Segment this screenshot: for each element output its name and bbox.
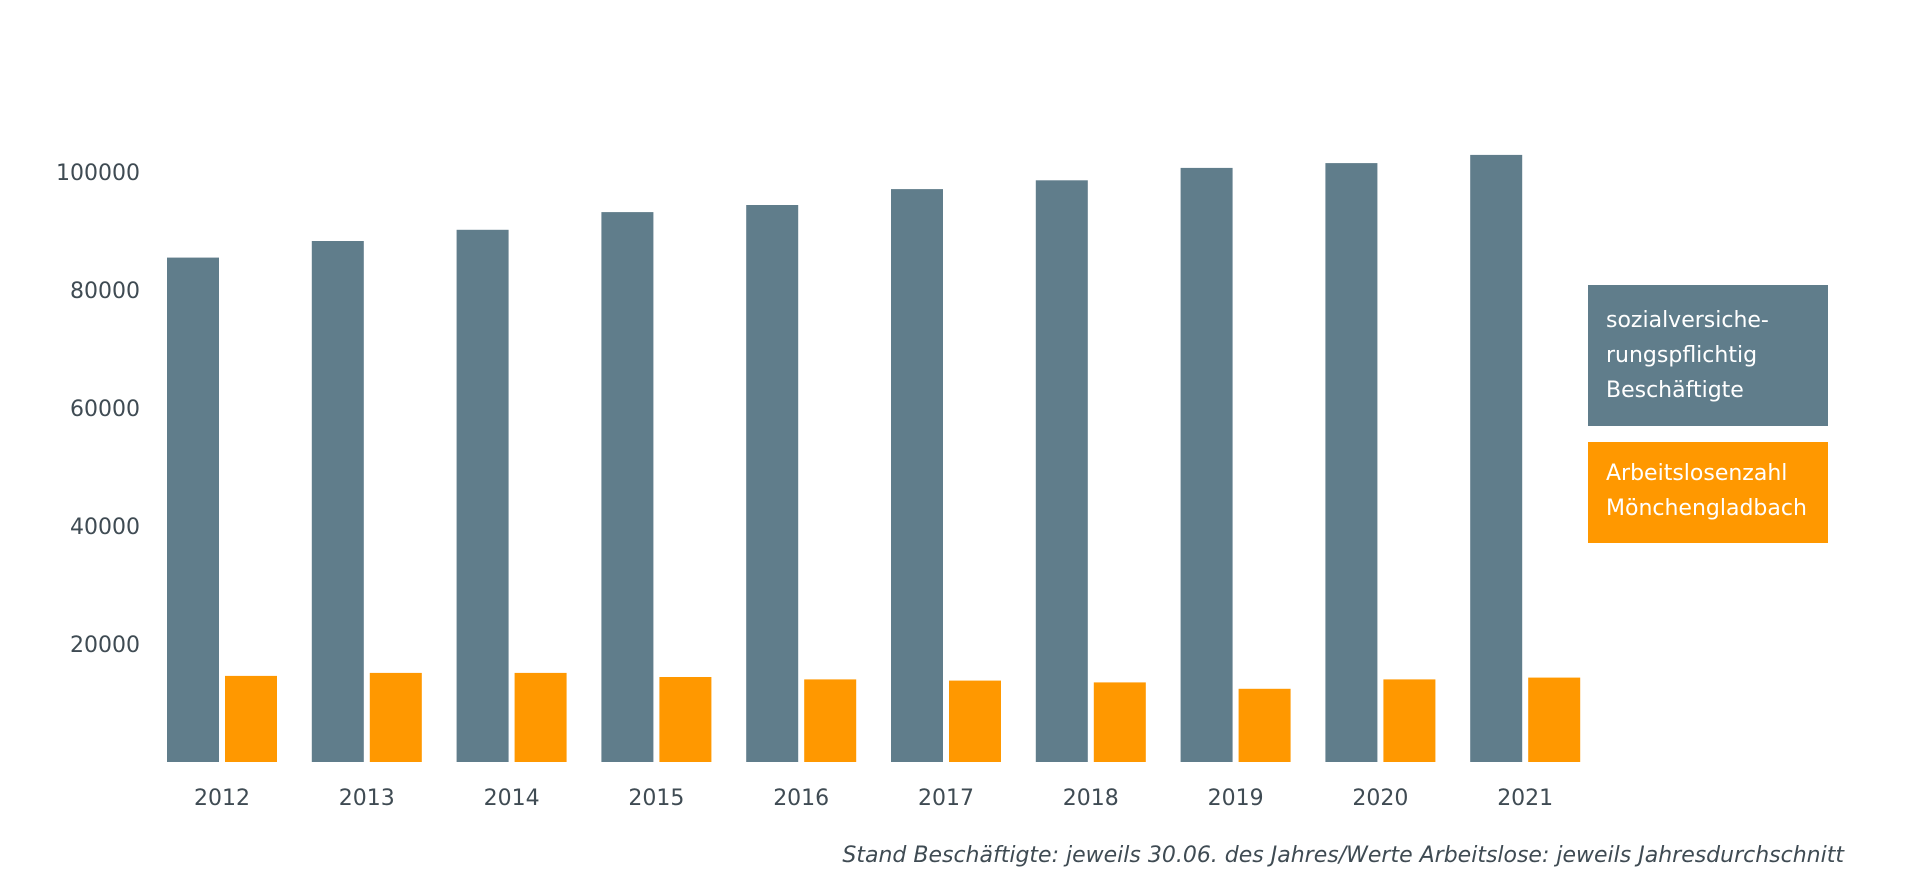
- bar-employees-2020: [1325, 163, 1378, 763]
- bar-unemployed-2015: [659, 677, 712, 762]
- x-tick-label: 2017: [918, 786, 974, 811]
- bar-employees-2016: [746, 205, 799, 762]
- bar-unemployed-2013: [369, 672, 422, 762]
- legend-employees: sozialversiche- rungspflichtig Beschäfti…: [1588, 285, 1828, 426]
- x-tick-label: 2013: [339, 786, 395, 811]
- bar-employees-2014: [456, 229, 509, 763]
- bar-unemployed-2016: [804, 679, 857, 762]
- legend-employees-line-2: rungspflichtig: [1606, 343, 1758, 368]
- x-tick-label: 2014: [484, 786, 540, 811]
- bar-employees-2013: [311, 241, 364, 762]
- bar-unemployed-2021: [1528, 677, 1581, 762]
- x-tick-label: 2019: [1208, 786, 1264, 811]
- x-tick-label: 2018: [1063, 786, 1119, 811]
- y-tick-label: 20000: [70, 633, 140, 658]
- chart-footnote: Stand Beschäftigte: jeweils 30.06. des J…: [842, 843, 1844, 868]
- bar-employees-2017: [891, 189, 943, 763]
- legend-unemployed-line-2: Mönchengladbach: [1606, 496, 1807, 521]
- x-tick-label: 2016: [773, 786, 829, 811]
- bar-employees-2019: [1180, 167, 1233, 762]
- legend-unemployed: Arbeitslosenzahl Mönchengladbach: [1588, 442, 1828, 543]
- bar-unemployed-2019: [1238, 688, 1291, 762]
- y-tick-label: 60000: [70, 397, 140, 422]
- legend-employees-line-1: sozialversiche-: [1606, 308, 1769, 333]
- x-tick-label: 2012: [194, 786, 250, 811]
- y-tick-label: 40000: [70, 515, 140, 540]
- bar-employees-2018: [1035, 180, 1088, 763]
- bar-employees-2015: [601, 212, 654, 763]
- bar-employees-2021: [1470, 154, 1523, 762]
- y-tick-label: 100000: [56, 161, 140, 186]
- bar-unemployed-2014: [514, 672, 567, 762]
- x-tick-label: 2020: [1352, 786, 1408, 811]
- bar-unemployed-2020: [1383, 679, 1436, 762]
- x-tick-label: 2015: [628, 786, 684, 811]
- legend-unemployed-line-1: Arbeitslosenzahl: [1606, 461, 1788, 486]
- bar-unemployed-2018: [1093, 682, 1146, 762]
- bar-unemployed-2012: [225, 675, 277, 762]
- legend-employees-line-3: Beschäftigte: [1606, 378, 1744, 403]
- x-tick-label: 2021: [1497, 786, 1553, 811]
- bar-employees-2012: [167, 257, 219, 762]
- y-tick-label: 80000: [70, 279, 140, 304]
- bar-unemployed-2017: [949, 680, 1001, 762]
